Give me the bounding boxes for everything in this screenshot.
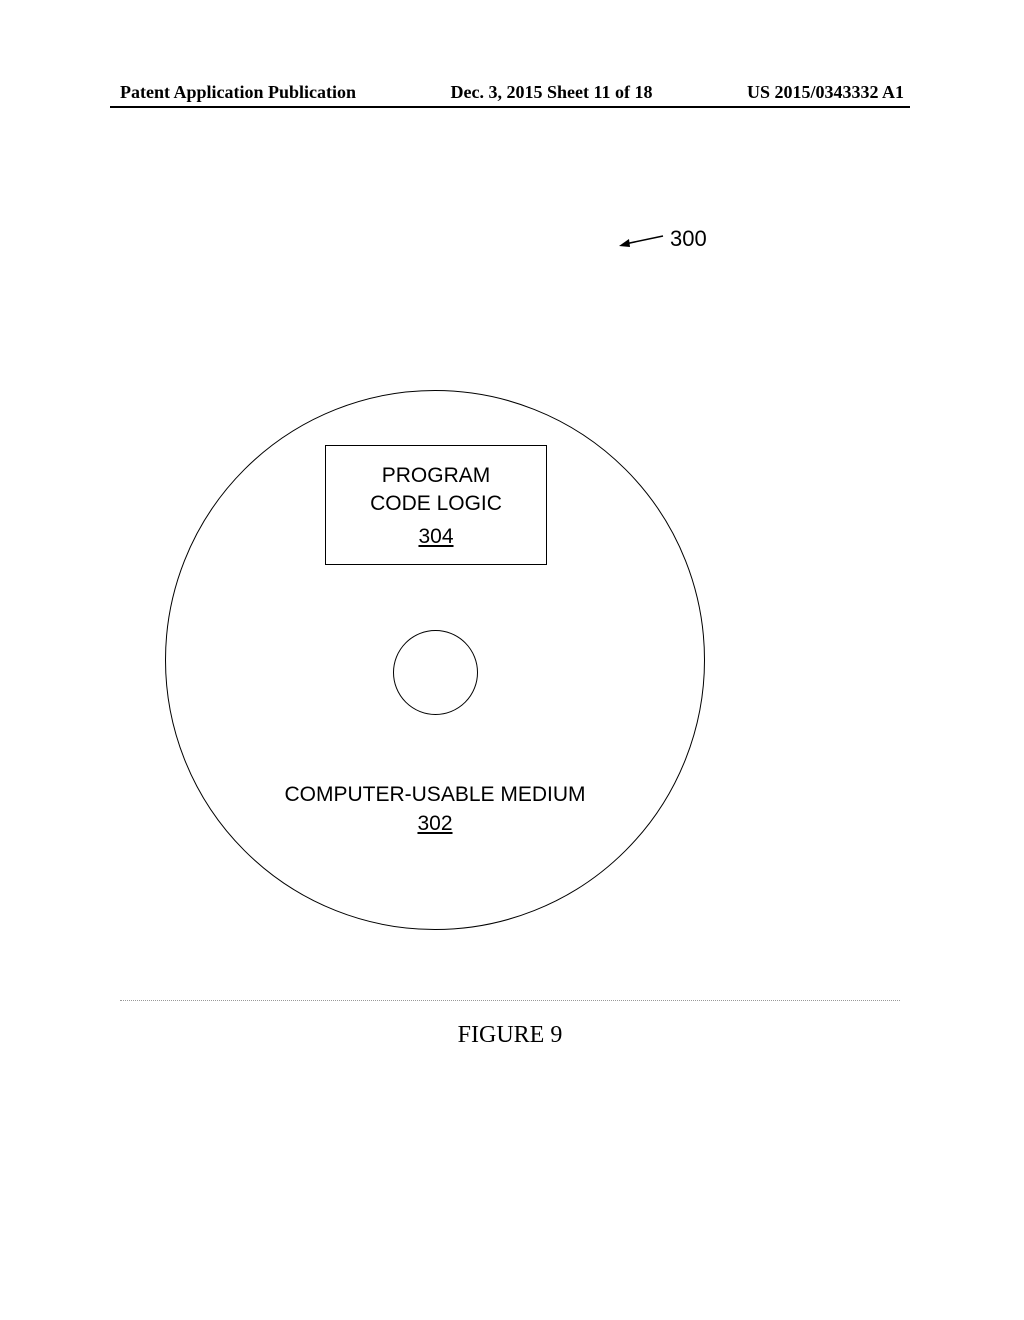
header-publication-label: Patent Application Publication [120, 82, 356, 103]
medium-label-text: COMPUTER-USABLE MEDIUM [284, 783, 585, 806]
computer-usable-medium-label: COMPUTER-USABLE MEDIUM 302 [230, 780, 640, 839]
figure-9: 300 PROGRAM CODE LOGIC 304 COMPUTER-USAB… [110, 230, 910, 1030]
figure-caption: FIGURE 9 [110, 1022, 910, 1049]
program-box-line1: PROGRAM [382, 464, 491, 487]
disc-inner-circle [393, 630, 478, 715]
header-patent-number: US 2015/0343332 A1 [747, 82, 904, 103]
medium-label-ref: 302 [230, 809, 640, 838]
dotted-separator [120, 1000, 900, 1001]
reference-arrow-icon [615, 230, 665, 250]
program-code-logic-box: PROGRAM CODE LOGIC 304 [325, 445, 547, 565]
program-box-ref: 304 [326, 523, 546, 551]
figure-reference-number: 300 [670, 226, 707, 252]
program-box-line2: CODE LOGIC [370, 492, 502, 515]
header-date-sheet: Dec. 3, 2015 Sheet 11 of 18 [451, 82, 653, 103]
page-header: Patent Application Publication Dec. 3, 2… [0, 82, 1024, 103]
header-divider [110, 106, 910, 108]
